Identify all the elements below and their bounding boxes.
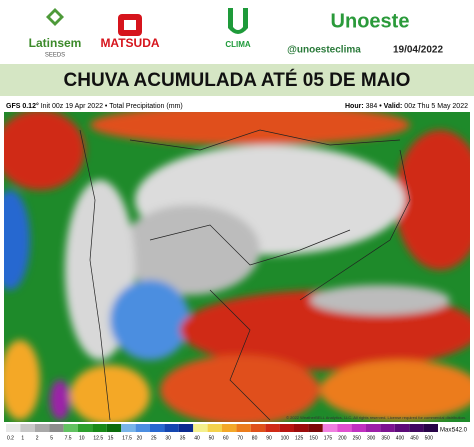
color-swatch	[236, 424, 251, 432]
color-swatch	[394, 424, 410, 432]
color-swatch	[193, 424, 208, 432]
color-swatch	[222, 424, 237, 432]
max-value: 542.0	[452, 428, 468, 434]
color-swatch	[92, 424, 107, 432]
colorbar-label: 400	[396, 435, 405, 441]
color-swatch	[294, 424, 309, 432]
color-swatch	[106, 424, 122, 432]
brand-name: Latinsem	[29, 36, 82, 50]
colorbar-label: 60	[223, 435, 229, 441]
copyright: © 2022 WeatherBELL Analytics, LLC. All r…	[286, 415, 466, 420]
latinsem-logo: Latinsem SEEDS	[29, 8, 82, 59]
clima-logo: CLIMA	[225, 8, 251, 49]
color-swatch	[150, 424, 165, 432]
color-swatch	[279, 424, 294, 432]
brand-name: CLIMA	[225, 40, 251, 49]
matsuda-logo: MATSUDA	[100, 14, 160, 50]
hour: 384	[366, 103, 378, 110]
colorbar-label: 500	[425, 435, 434, 441]
hour-label: Hour:	[345, 103, 364, 110]
max-label: Max:	[440, 428, 453, 434]
colorbar-label: 70	[237, 435, 243, 441]
colorbar-label: 90	[266, 435, 272, 441]
colorbar-label: 12.5	[93, 435, 103, 441]
colorbar-label: 17.5	[122, 435, 132, 441]
colorbar-label: 100	[281, 435, 290, 441]
handle: @unoesteclima	[287, 45, 361, 56]
color-swatch	[250, 424, 266, 432]
color-swatch	[265, 424, 280, 432]
brand-sub: SEEDS	[45, 53, 65, 59]
colorbar-label: 15	[108, 435, 114, 441]
color-swatch	[322, 424, 338, 432]
colorbar-label: 150	[309, 435, 318, 441]
brand-name: Unoeste	[331, 10, 410, 32]
title: CHUVA ACUMULADA ATÉ 05 DE MAIO	[64, 69, 411, 91]
brand-name: MATSUDA	[100, 36, 159, 50]
color-swatch	[366, 424, 381, 432]
colorbar-label: 7.5	[65, 435, 72, 441]
colorbar-label: 175	[324, 435, 333, 441]
colorbar-label: 125	[295, 435, 304, 441]
title-bar	[0, 64, 474, 96]
precip-map	[4, 112, 470, 422]
colorbar-label: 20	[137, 435, 143, 441]
colorbar-label: 450	[410, 435, 419, 441]
color-swatch	[6, 424, 21, 432]
colorbar-label: 5	[50, 435, 53, 441]
color-swatch	[34, 424, 50, 432]
date: 19/04/2022	[393, 45, 443, 56]
valid-label: • Valid:	[379, 103, 402, 110]
colorbar-label: 300	[367, 435, 376, 441]
colorbar-label: 1	[21, 435, 24, 441]
map-valid: Hour: 384 • Valid: 00z Thu 5 May 2022	[345, 103, 468, 110]
color-swatch	[63, 424, 78, 432]
map-info: GFS 0.12° Init 00z 19 Apr 2022 • Total P…	[6, 102, 183, 110]
color-swatch	[78, 424, 93, 432]
color-swatch	[178, 424, 194, 432]
color-swatch	[207, 424, 222, 432]
colorbar-label: 25	[151, 435, 157, 441]
color-swatch	[135, 424, 150, 432]
colorbar-label: 80	[252, 435, 258, 441]
color-swatch	[409, 424, 424, 432]
color-swatch	[20, 424, 35, 432]
color-swatch	[308, 424, 323, 432]
color-swatch	[121, 424, 136, 432]
colorbar-label: 10	[79, 435, 85, 441]
colorbar-label: 30	[165, 435, 171, 441]
colorbar-label: 0.2	[7, 435, 14, 441]
colorbar-label: 2	[36, 435, 39, 441]
color-swatch	[423, 424, 438, 432]
colorbar-label: 35	[180, 435, 186, 441]
color-swatch	[337, 424, 352, 432]
colorbar-label: 40	[194, 435, 200, 441]
colorbar: 0.2 1 2 5 7.5 10 12.5 15 17.5 20 25 30 35 40 50 60 70 80 9…	[6, 424, 438, 441]
color-swatch	[164, 424, 179, 432]
info: Init 00z 19 Apr 2022 • Total Precipitati…	[41, 103, 183, 110]
colorbar-label: 50	[209, 435, 215, 441]
colorbar-label: 350	[381, 435, 390, 441]
valid: 00z Thu 5 May 2022	[404, 103, 468, 110]
colorbar-label: 250	[353, 435, 362, 441]
color-swatch	[351, 424, 366, 432]
colorbar-label: 200	[338, 435, 347, 441]
color-swatch	[49, 424, 64, 432]
color-swatch	[380, 424, 395, 432]
model: GFS 0.12°	[6, 102, 39, 110]
